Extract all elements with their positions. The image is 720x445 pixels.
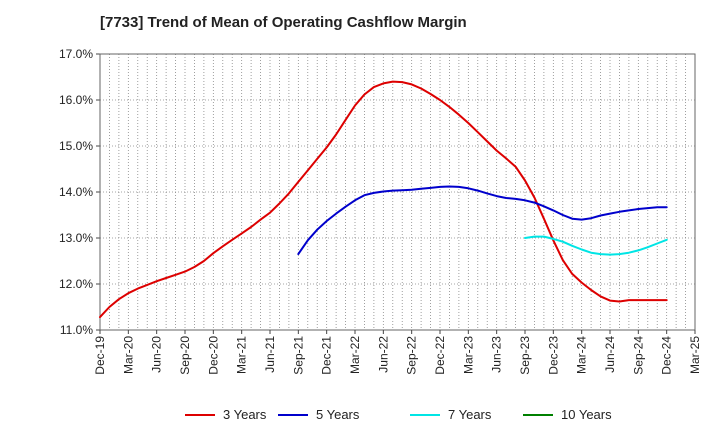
x-tick-label: Mar-23 xyxy=(461,336,475,374)
chart-title: [7733] Trend of Mean of Operating Cashfl… xyxy=(100,14,467,31)
x-tick-label: Sep-21 xyxy=(291,336,305,375)
x-tick-label: Sep-22 xyxy=(405,336,419,375)
x-tick-label: Jun-20 xyxy=(150,336,164,373)
x-tick-label: Dec-23 xyxy=(546,336,560,375)
series-line-7-years xyxy=(524,235,668,256)
x-tick-label: Jun-22 xyxy=(376,336,390,373)
y-tick-label: 15.0% xyxy=(59,139,93,153)
x-tick-label: Mar-22 xyxy=(348,336,362,374)
y-tick-label: 12.0% xyxy=(59,277,93,291)
x-tick-label: Jun-23 xyxy=(490,336,504,373)
legend-label: 3 Years xyxy=(223,407,267,422)
x-tick-label: Mar-24 xyxy=(575,336,589,374)
x-tick-label: Dec-24 xyxy=(660,336,674,375)
x-tick-label: Sep-20 xyxy=(178,336,192,375)
series-line-3-years xyxy=(99,80,668,319)
x-tick-label: Sep-23 xyxy=(518,336,532,375)
y-tick-label: 11.0% xyxy=(60,323,93,337)
y-tick-label: 13.0% xyxy=(59,231,93,245)
x-tick-label: Dec-21 xyxy=(320,336,334,375)
x-tick-label: Dec-19 xyxy=(93,336,107,375)
y-tick-label: 17.0% xyxy=(59,47,93,61)
plot-frame xyxy=(99,53,696,331)
x-tick-label: Dec-20 xyxy=(206,336,220,375)
x-tick-label: Jun-24 xyxy=(603,336,617,373)
x-tick-label: Jun-21 xyxy=(263,336,277,373)
x-tick-label: Mar-21 xyxy=(235,336,249,374)
legend-label: 7 Years xyxy=(448,407,492,422)
y-tick-label: 14.0% xyxy=(59,185,93,199)
legend-label: 5 Years xyxy=(316,407,360,422)
legend-label: 10 Years xyxy=(561,407,612,422)
x-tick-label: Dec-22 xyxy=(433,336,447,375)
y-tick-label: 16.0% xyxy=(59,93,93,107)
series-line-5-years xyxy=(297,185,668,256)
x-tick-label: Sep-24 xyxy=(631,336,645,375)
x-tick-label: Mar-20 xyxy=(121,336,135,374)
x-tick-label: Mar-25 xyxy=(688,336,702,374)
